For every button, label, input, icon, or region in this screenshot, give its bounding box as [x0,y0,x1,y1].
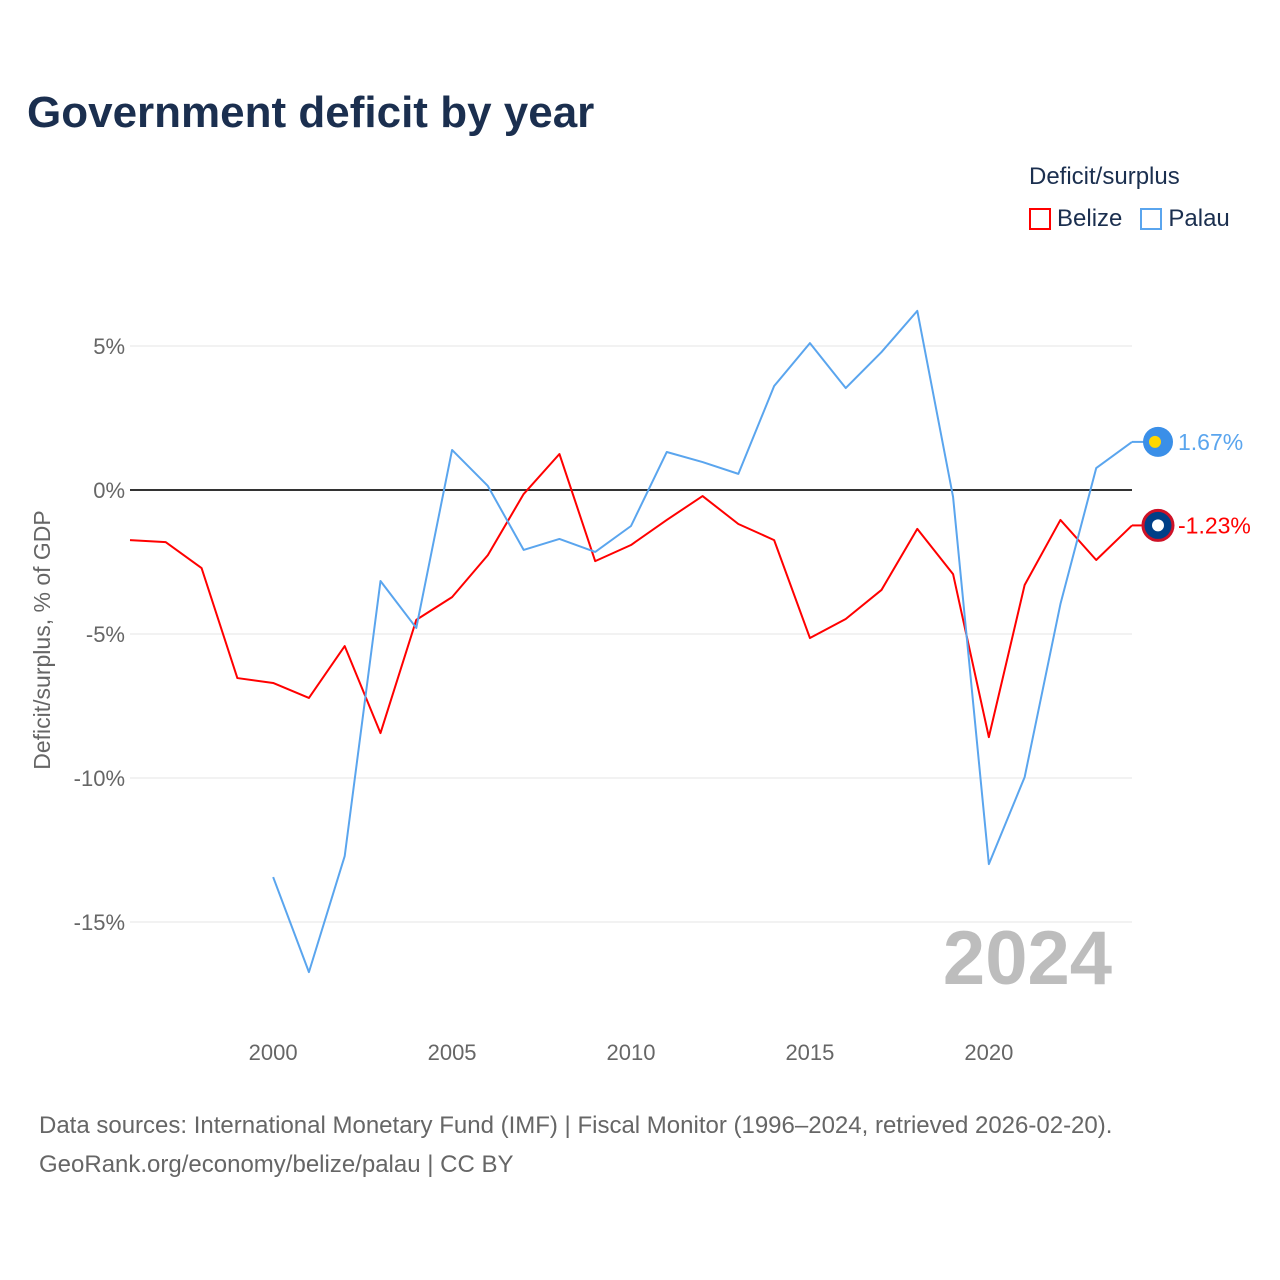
chart-title: Government deficit by year [27,88,595,137]
footer: Data sources: International Monetary Fun… [39,1106,1112,1184]
attribution-link[interactable]: GeoRank.org/economy/belize/palau | CC BY [39,1151,514,1178]
x-tick-label: 2020 [964,1040,1013,1065]
legend-swatch-palau [1140,208,1163,230]
end-value-label-palau: 1.67% [1178,429,1243,455]
end-value-label-belize: -1.23% [1178,512,1251,538]
x-tick-label: 2015 [785,1040,834,1065]
legend-item-belize[interactable]: Belize [1029,205,1122,233]
legend-label-belize: Belize [1057,205,1123,232]
y-axis-label: Deficit/surplus, % of GDP [29,510,55,769]
y-tick-label: -10% [74,766,125,791]
belize-flag-emblem [1152,519,1164,532]
series-line-palau [272,309,1133,974]
x-tick-label: 2000 [249,1040,298,1065]
series-line-belize [129,453,1133,739]
legend: Belize Palau [1029,205,1230,233]
legend-title: Deficit/surplus [1029,163,1180,190]
legend-item-palau[interactable]: Palau [1140,205,1230,233]
x-tick-label: 2005 [428,1040,477,1065]
y-tick-label: -5% [86,622,125,647]
palau-flag-moon [1149,435,1161,448]
y-tick-label: 0% [93,478,125,503]
legend-label-palau: Palau [1168,205,1230,232]
year-watermark: 2024 [943,916,1112,1001]
y-tick-label: 5% [93,334,125,359]
x-tick-label: 2010 [607,1040,656,1065]
data-source-text: Data sources: International Monetary Fun… [39,1112,1113,1139]
legend-swatch-belize [1029,208,1051,230]
y-tick-label: -15% [74,910,125,935]
